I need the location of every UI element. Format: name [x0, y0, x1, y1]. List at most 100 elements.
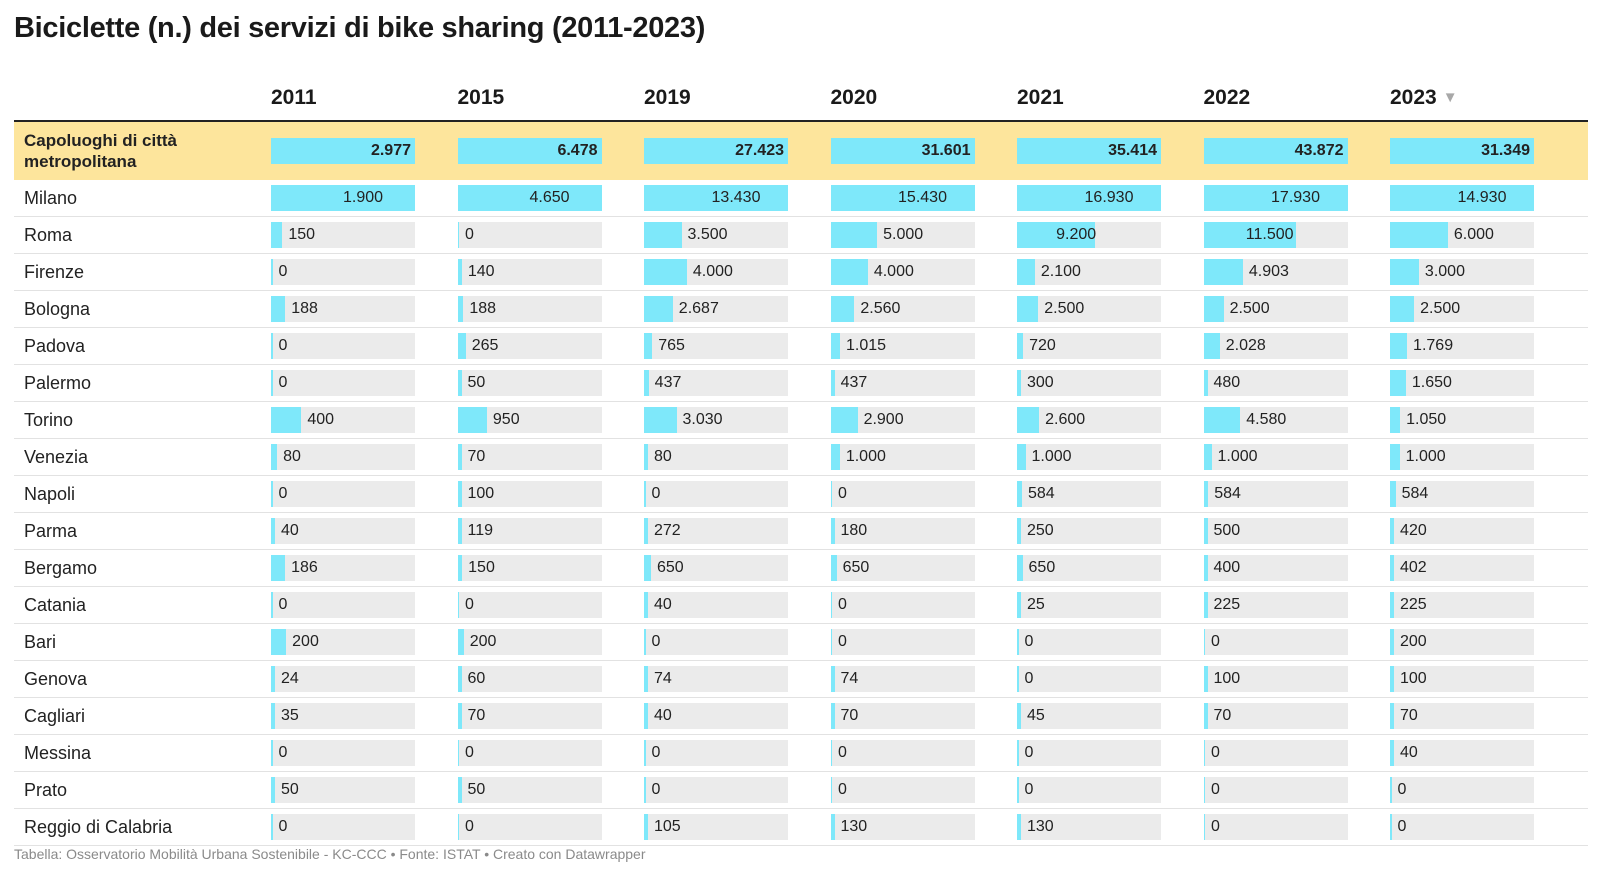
bar-2023: [1390, 296, 1415, 322]
column-header-2022[interactable]: 2022: [1204, 86, 1251, 110]
bar-track: [644, 518, 788, 544]
bar-2021: [1017, 222, 1096, 248]
table-row-reggio-di-calabria: Reggio di Calabria 0 0 105 130 130 0 0: [14, 809, 1588, 846]
cell-2019: 105: [644, 814, 788, 840]
cell-2011: 0: [271, 592, 415, 618]
bar-track: [271, 444, 415, 470]
cell-2020: 70: [830, 703, 975, 729]
bar-2015: [457, 814, 459, 840]
column-header-label: 2015: [457, 86, 505, 109]
cell-2011: 188: [271, 296, 415, 322]
bar-track: [271, 296, 415, 322]
cell-2011: 80: [271, 444, 415, 470]
cell-2019: 2.687: [644, 296, 788, 322]
cell-2015: 6.478: [457, 138, 602, 164]
column-header-2020[interactable]: 2020: [831, 86, 878, 110]
cell-2022: 1.000: [1203, 444, 1348, 470]
bar-2021: [1017, 333, 1024, 359]
bar-2015: [457, 481, 462, 507]
bar-track: [644, 777, 788, 803]
cell-2021: 35.414: [1017, 138, 1161, 164]
bar-2021: [1017, 185, 1161, 211]
column-header-2015[interactable]: 2015: [458, 86, 505, 110]
bar-2021: [1017, 518, 1021, 544]
cell-2023: 420: [1390, 518, 1534, 544]
row-label: Roma: [24, 224, 73, 245]
value-label: 0: [278, 263, 288, 280]
value-label: 650: [842, 559, 870, 576]
column-header-2023[interactable]: 2023 ▼: [1390, 86, 1458, 110]
bar-track: [1017, 444, 1161, 470]
cell-2019: 0: [644, 481, 788, 507]
cell-2022: 2.028: [1203, 333, 1348, 359]
cell-2022: 70: [1203, 703, 1348, 729]
value-label: 0: [1211, 744, 1220, 761]
bar-track: [1390, 703, 1534, 729]
bar-2011: [271, 481, 273, 507]
chart-title: Biciclette (n.) dei servizi di bike shar…: [14, 12, 706, 44]
bar-2023: [1390, 222, 1448, 248]
column-header-2011[interactable]: 2011: [271, 86, 317, 110]
bar-track: [830, 518, 975, 544]
bar-2021: [1017, 555, 1023, 581]
column-header-2019[interactable]: 2019: [644, 86, 691, 110]
triangle-down-icon[interactable]: ▼: [1442, 89, 1458, 106]
value-label: 40: [654, 596, 672, 613]
value-label: 43.872: [1294, 142, 1344, 159]
value-label: 100: [467, 485, 495, 502]
bar-2022: [1203, 555, 1208, 581]
cell-2015: 188: [457, 296, 602, 322]
bar-2020: [830, 481, 832, 507]
column-header-2021[interactable]: 2021: [1017, 86, 1064, 110]
value-label: 0: [838, 744, 847, 761]
value-label: 0: [838, 596, 847, 613]
bar-track: [457, 296, 602, 322]
value-label: 24: [281, 670, 299, 687]
cell-2020: 437: [830, 370, 975, 396]
cell-2022: 400: [1203, 555, 1348, 581]
bar-track: [1203, 296, 1348, 322]
value-label: 1.000: [1405, 448, 1446, 465]
bar-track: [271, 740, 415, 766]
bar-2019: [644, 370, 649, 396]
column-header-label: 2023: [1390, 86, 1437, 109]
row-label: Milano: [24, 187, 78, 208]
bar-2021: [1017, 296, 1039, 322]
cell-2023: 100: [1390, 666, 1534, 692]
value-label: 15.430: [898, 189, 947, 206]
bar-2019: [644, 185, 788, 211]
bar-2011: [271, 703, 275, 729]
bar-track: [1017, 407, 1161, 433]
table-row-bologna: Bologna 188 188 2.687 2.560 2.500 2.500 2.500: [14, 291, 1588, 328]
bar-2022: [1203, 481, 1209, 507]
cell-2019: 0: [644, 629, 788, 655]
bar-2015: [457, 222, 459, 248]
value-label: 40: [654, 707, 672, 724]
bar-2023: [1390, 777, 1392, 803]
cell-2021: 250: [1017, 518, 1161, 544]
bar-2023: [1390, 259, 1419, 285]
row-label: Bologna: [24, 298, 91, 319]
cell-2011: 35: [271, 703, 415, 729]
value-label: 420: [1400, 522, 1427, 539]
table-row-messina: Messina 0 0 0 0 0 0 40: [14, 735, 1588, 772]
bar-track: [457, 333, 602, 359]
bar-track: [271, 629, 415, 655]
cell-2015: 265: [457, 333, 602, 359]
bar-track: [1017, 629, 1161, 655]
value-label: 400: [1213, 559, 1241, 576]
bar-2015: [457, 703, 462, 729]
value-label: 4.580: [1246, 411, 1287, 428]
bar-2023: [1390, 703, 1394, 729]
bar-2022: [1203, 703, 1208, 729]
bar-track: [271, 518, 415, 544]
cell-2023: 0: [1390, 814, 1534, 840]
cell-2023: 1.000: [1390, 444, 1534, 470]
row-label: Palermo: [24, 372, 92, 393]
bar-track: [457, 481, 602, 507]
cell-2023: 31.349: [1390, 138, 1534, 164]
bar-2021: [1017, 814, 1021, 840]
bar-2019: [644, 296, 673, 322]
bar-2023: [1390, 370, 1406, 396]
cell-2020: 130: [830, 814, 975, 840]
